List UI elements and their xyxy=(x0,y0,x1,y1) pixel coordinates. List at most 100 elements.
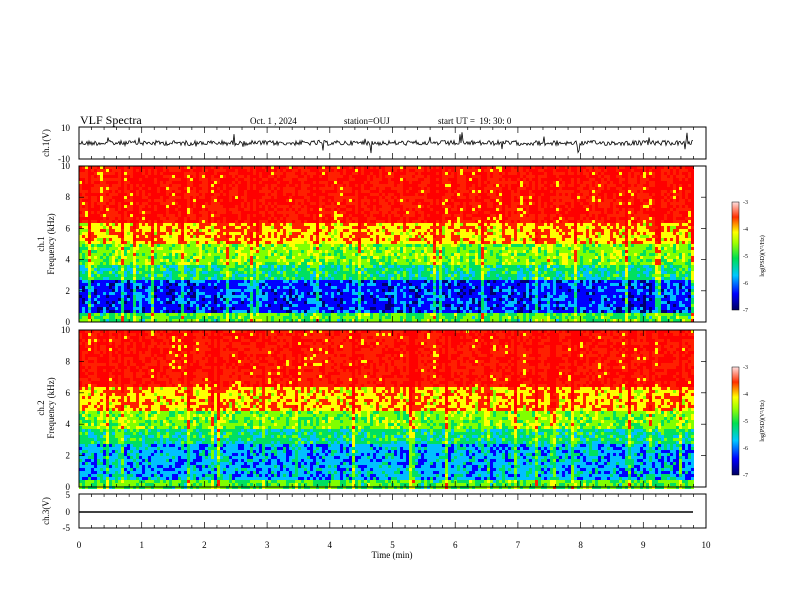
spectrogram-cell xyxy=(211,184,214,187)
spectrogram-cell xyxy=(577,229,580,232)
spectrogram-cell xyxy=(445,229,448,232)
spectrogram-cell xyxy=(316,232,319,235)
spectrogram-cell xyxy=(178,187,181,190)
spectrogram-cell xyxy=(565,223,568,226)
spectrogram-cell xyxy=(457,199,460,202)
spectrogram-cell xyxy=(415,181,418,184)
spectrogram-cell xyxy=(487,208,490,211)
spectrogram-cell xyxy=(190,175,193,178)
spectrogram-cell xyxy=(355,205,358,208)
spectrogram-cell xyxy=(373,229,376,232)
spectrogram-cell xyxy=(574,205,577,208)
spectrogram-cell xyxy=(550,208,553,211)
spectrogram-cell xyxy=(496,196,499,199)
spectrogram-cell xyxy=(586,202,589,205)
spectrogram-cell xyxy=(340,190,343,193)
spectrogram-cell xyxy=(523,202,526,205)
spectrogram-cell xyxy=(256,229,259,232)
spectrogram-cell xyxy=(385,211,388,214)
spectrogram-cell xyxy=(628,211,631,214)
spectrogram-cell xyxy=(148,196,151,199)
spectrogram-cell xyxy=(517,166,520,169)
spectrogram-cell xyxy=(97,202,100,205)
spectrogram-cell xyxy=(271,214,274,217)
spectrogram-cell xyxy=(436,226,439,229)
spectrogram-cell xyxy=(658,208,661,211)
spectrogram-cell xyxy=(571,196,574,199)
spectrogram-cell xyxy=(466,172,469,175)
spectrogram-cell xyxy=(358,193,361,196)
spectrogram-cell xyxy=(577,220,580,223)
spectrogram-cell xyxy=(298,175,301,178)
spectrogram-cell xyxy=(595,166,598,169)
spectrogram-cell xyxy=(331,235,334,238)
spectrogram-cell xyxy=(262,208,265,211)
spectrogram-cell xyxy=(670,232,673,235)
spectrogram-cell xyxy=(550,229,553,232)
spectrogram-cell xyxy=(235,223,238,226)
spectrogram-cell xyxy=(427,205,430,208)
spectrogram-cell xyxy=(340,181,343,184)
spectrogram-cell xyxy=(580,205,583,208)
spectrogram-cell xyxy=(436,193,439,196)
spectrogram-cell xyxy=(397,220,400,223)
spectrogram-cell xyxy=(199,196,202,199)
spectrogram-cell xyxy=(370,175,373,178)
spectrogram-cell xyxy=(199,220,202,223)
spectrogram-cell xyxy=(304,226,307,229)
spectrogram-cell xyxy=(364,202,367,205)
spectrogram-cell xyxy=(655,196,658,199)
spectrogram-cell xyxy=(454,220,457,223)
spectrogram-cell xyxy=(148,202,151,205)
spectrogram-cell xyxy=(154,190,157,193)
spectrogram-cell xyxy=(445,211,448,214)
spectrogram-cell xyxy=(148,214,151,217)
spectrogram-cell xyxy=(109,208,112,211)
spectrogram-cell xyxy=(304,223,307,226)
spectrogram-cell xyxy=(532,226,535,229)
spectrogram-cell xyxy=(616,217,619,220)
spectrogram-cell xyxy=(646,202,649,205)
spectrogram-cell xyxy=(541,187,544,190)
spectrogram-cell xyxy=(553,226,556,229)
spectrogram-cell xyxy=(502,211,505,214)
spectrogram-cell xyxy=(496,181,499,184)
spectrogram-cell xyxy=(271,208,274,211)
spectrogram-cell xyxy=(331,217,334,220)
spectrogram-cell xyxy=(463,166,466,169)
spectrogram-cell xyxy=(283,214,286,217)
spectrogram-cell xyxy=(226,172,229,175)
spectrogram-cell xyxy=(592,226,595,229)
spectrogram-cell xyxy=(121,175,124,178)
spectrogram-cell xyxy=(316,175,319,178)
spectrogram-cell xyxy=(655,181,658,184)
spectrogram-cell xyxy=(664,217,667,220)
spectrogram-cell xyxy=(679,187,682,190)
spectrogram-cell xyxy=(109,232,112,235)
spectrogram-cell xyxy=(247,193,250,196)
spectrogram-cell xyxy=(691,196,694,199)
spectrogram-cell xyxy=(211,235,214,238)
spectrogram-cell xyxy=(412,232,415,235)
spectrogram-cell xyxy=(511,211,514,214)
spectrogram-cell xyxy=(94,184,97,187)
spectrogram-cell xyxy=(265,172,268,175)
spectrogram-cell xyxy=(472,193,475,196)
spectrogram-cell xyxy=(637,202,640,205)
spectrogram-cell xyxy=(472,220,475,223)
spectrogram-cell xyxy=(367,226,370,229)
spectrogram-cell xyxy=(310,217,313,220)
spectrogram-cell xyxy=(298,232,301,235)
spectrogram-cell xyxy=(394,229,397,232)
spectrogram-cell xyxy=(562,193,565,196)
spectrogram-cell xyxy=(604,208,607,211)
spectrogram-cell xyxy=(592,169,595,172)
spectrogram-cell xyxy=(682,178,685,181)
spectrogram-cell xyxy=(583,175,586,178)
spectrogram-cell xyxy=(199,178,202,181)
spectrogram-cell xyxy=(100,187,103,190)
spectrogram-cell xyxy=(157,220,160,223)
spectrogram-cell xyxy=(178,196,181,199)
spectrogram-cell xyxy=(370,187,373,190)
spectrogram-cell xyxy=(451,166,454,169)
